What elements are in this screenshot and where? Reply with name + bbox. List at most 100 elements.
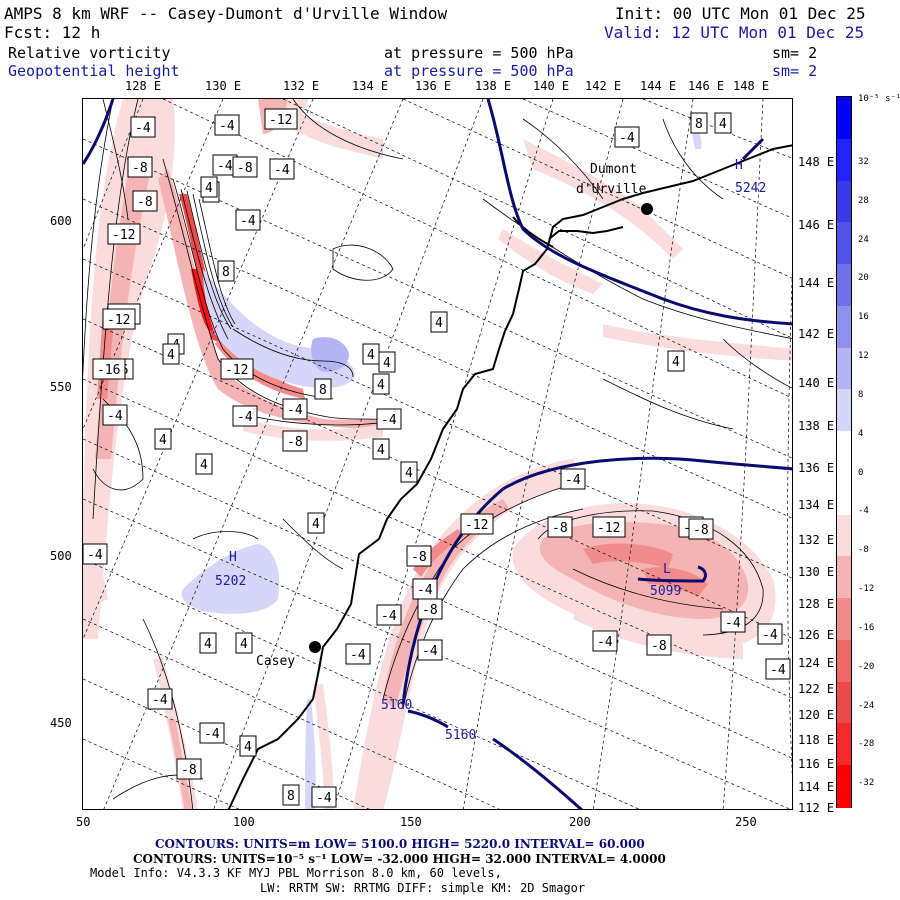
vorticity-label-text: 4 (377, 443, 385, 458)
forecast-hour: Fcst: 12 h (4, 23, 101, 42)
vorticity-contour-label: -8 (417, 598, 443, 620)
vorticity-label-box (372, 373, 390, 395)
vorticity-label-text: -12 (597, 521, 620, 536)
vorticity-label-text: -4 (87, 548, 103, 563)
vorticity-label-box (154, 428, 172, 450)
vorticity-label-text: -12 (107, 313, 130, 328)
map-panel[interactable]: -4-4-12-484-8-8-4-4-844-12-4-12844-16-12… (82, 98, 793, 810)
vorticity-label-box (235, 632, 253, 654)
vorticity-contour-label: 4 (200, 176, 218, 198)
vorticity-label-box (269, 158, 295, 180)
vorticity-label-box (195, 453, 213, 475)
top-longitude-label: 148 E (733, 79, 770, 93)
height-contour-label-a: 5160 (381, 698, 412, 713)
vorticity-contour-label: 4 (400, 461, 418, 483)
vorticity-contour-label: -4 (757, 623, 783, 645)
vorticity-contour-label: 4 (239, 735, 257, 757)
vorticity-label-text: -4 (287, 403, 303, 418)
vorticity-label-box (176, 758, 202, 780)
vorticity-label-box (560, 468, 586, 490)
vorticity-contour-label: -16 (92, 358, 126, 380)
colorbar-segment (837, 222, 851, 266)
vorticity-label-box (199, 722, 225, 744)
vorticity-label-text: -8 (287, 435, 303, 450)
x-axis-tick: 200 (569, 815, 591, 829)
colorbar-label: -20 (858, 661, 875, 672)
vorticity-contour-label: -8 (547, 516, 573, 538)
vorticity-label-box (372, 438, 390, 460)
vorticity-contour-label: 8 (217, 260, 235, 282)
vorticity-contour-label: -4 (282, 398, 308, 420)
vorticity-label-text: -4 (350, 648, 366, 663)
vorticity-contour-label: 8 (314, 378, 332, 400)
vorticity-contour-label: 4 (235, 632, 253, 654)
vorticity-contour-label: -12 (460, 513, 494, 535)
vorticity-contour-label: -8 (406, 545, 432, 567)
vorticity-label-box (547, 516, 573, 538)
vorticity-contour-label: -4 (232, 405, 258, 427)
vorticity-label-text: -8 (651, 639, 667, 654)
vorticity-label-text: -8 (132, 161, 148, 176)
vorticity-contour-label: 4 (378, 351, 396, 373)
vorticity-label-text: -8 (552, 521, 568, 536)
vorticity-label-box (217, 260, 235, 282)
colorbar-segment (837, 514, 851, 558)
vorticity-label-box (376, 604, 402, 626)
vorticity-contour-label: -4 (212, 154, 238, 176)
vorticity-contour-label: 4 (199, 632, 217, 654)
right-longitude-label: 116 E (798, 757, 835, 771)
vorticity-label-text: 4 (383, 356, 391, 371)
vorticity-contour-label: -8 (132, 190, 158, 212)
vorticity-contour-label: -4 (130, 116, 156, 138)
vorticity-contour-label: -4 (412, 578, 438, 600)
colorbar-label: 16 (858, 312, 869, 323)
vorticity-label-box (199, 632, 217, 654)
top-longitude-label: 128 E (125, 79, 162, 93)
vorticity-label-text: -4 (381, 413, 397, 428)
vorticity-label-text: -4 (597, 635, 613, 650)
vorticity-label-text: -4 (565, 473, 581, 488)
colorbar-segment (837, 389, 851, 433)
colorbar-segment (837, 431, 851, 474)
colorbar-segment (837, 639, 851, 683)
vorticity-contour-label: -4 (614, 126, 640, 148)
high-value-2: 5202 (215, 574, 246, 589)
vorticity-label-box (92, 358, 126, 380)
vorticity-contour-label: -4 (311, 786, 337, 808)
casey-marker[interactable] (309, 641, 321, 653)
vorticity-contour-label: -12 (592, 516, 626, 538)
colorbar-label: 8 (858, 389, 864, 400)
field1-name: Relative vorticity (8, 44, 171, 62)
vorticity-label-text: 8 (287, 789, 295, 804)
top-longitude-label: 134 E (352, 79, 389, 93)
vorticity-label-text: -8 (411, 550, 427, 565)
vorticity-label-text: -4 (204, 727, 220, 742)
vorticity-label-box (132, 190, 158, 212)
x-axis-tick: 50 (76, 815, 91, 829)
vorticity-label-text: -4 (422, 644, 438, 659)
vorticity-label-box (107, 223, 141, 245)
right-longitude-label: 138 E (798, 419, 835, 433)
map-title: AMPS 8 km WRF -- Casey-Dumont d'Urville … (4, 4, 448, 23)
vorticity-label-box (400, 461, 418, 483)
vorticity-contour-label: -12 (102, 308, 136, 330)
vorticity-contour-label: -4 (765, 658, 791, 680)
dumont-marker[interactable] (641, 203, 653, 215)
vorticity-label-text: -4 (274, 163, 290, 178)
right-longitude-label: 132 E (798, 533, 835, 547)
vorticity-label-box (127, 156, 153, 178)
vorticity-contour-label: -4 (345, 643, 371, 665)
vorticity-label-box (376, 408, 402, 430)
vorticity-label-text: 4 (167, 348, 175, 363)
vorticity-label-box (765, 658, 791, 680)
colorbar-unit: 10⁻⁵ s⁻¹ (858, 94, 900, 104)
vorticity-label-box (314, 378, 332, 400)
vorticity-label-box (430, 311, 448, 333)
colorbar-segment (837, 264, 851, 307)
top-longitude-label: 140 E (533, 79, 570, 93)
colorbar-segment (837, 97, 851, 140)
vorticity-label-text: 4 (205, 181, 213, 196)
vorticity-label-text: 4 (367, 348, 375, 363)
vorticity-label-text: 4 (377, 378, 385, 393)
field2-smoothing: sm= 2 (772, 62, 818, 80)
